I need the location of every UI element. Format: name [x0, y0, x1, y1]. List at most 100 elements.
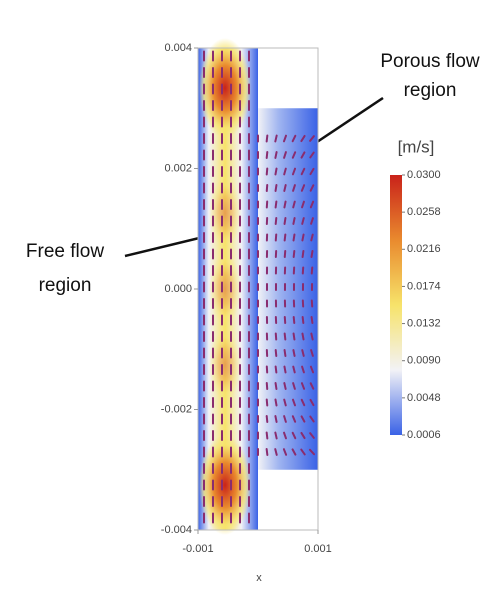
flow-arrow	[274, 398, 278, 407]
flow-arrow	[283, 415, 287, 423]
flow-arrow	[291, 134, 297, 143]
colorbar-tick-label: 0.0132	[407, 317, 441, 329]
flow-arrow	[300, 184, 306, 192]
flow-arrow	[283, 382, 287, 390]
flow-arrow	[292, 349, 296, 357]
flow-arrow	[274, 184, 278, 192]
flow-arrow	[265, 151, 269, 159]
flow-arrow	[310, 233, 314, 242]
flow-arrow	[265, 167, 269, 176]
flow-arrow	[292, 365, 296, 374]
flow-arrow	[274, 134, 278, 143]
y-tick-label: 0.000	[164, 283, 192, 295]
x-axis-label: x	[256, 572, 262, 584]
flow-arrow	[292, 217, 296, 225]
velocity-hotspot	[209, 254, 241, 324]
flow-arrow	[282, 134, 288, 143]
flow-arrow	[292, 200, 296, 209]
flow-arrow	[309, 382, 315, 390]
flow-arrow	[274, 349, 278, 357]
flow-arrow	[292, 250, 296, 258]
annotation: region	[404, 80, 457, 101]
flow-arrow	[283, 200, 287, 209]
flow-arrow	[310, 349, 314, 357]
flow-arrow	[291, 415, 297, 423]
flow-arrow	[274, 382, 278, 390]
flow-arrow	[301, 349, 305, 357]
flow-arrow	[283, 217, 287, 225]
flow-arrow	[265, 398, 269, 407]
velocity-hotspot	[199, 435, 251, 535]
flow-arrow	[301, 332, 305, 341]
flow-arrow	[301, 233, 305, 242]
flow-arrow	[309, 151, 315, 159]
flow-arrow	[274, 431, 278, 440]
velocity-hotspot	[199, 38, 251, 138]
y-tick-label: -0.004	[161, 524, 192, 536]
flow-arrow	[300, 448, 306, 456]
flow-arrow	[309, 184, 315, 192]
colorbar-tick-label: 0.0300	[407, 169, 441, 181]
flow-arrow	[292, 233, 296, 242]
colorbar	[390, 175, 402, 435]
flow-arrow	[283, 431, 287, 440]
flow-arrow	[292, 332, 296, 341]
flow-arrow	[274, 217, 278, 225]
flow-arrow	[300, 431, 306, 440]
flow-arrow	[300, 134, 306, 143]
flow-arrow	[283, 332, 287, 341]
flow-arrow	[300, 382, 306, 390]
flow-arrow	[309, 398, 315, 407]
colorbar-tick-label: 0.0258	[407, 206, 441, 218]
velocity-hotspot	[209, 178, 241, 248]
flow-arrow	[274, 200, 278, 209]
colorbar-tick-label: 0.0048	[407, 392, 441, 404]
flow-arrow	[301, 217, 305, 225]
flow-arrow	[274, 167, 278, 176]
flow-arrow	[291, 398, 297, 407]
flow-arrow	[300, 167, 306, 176]
flow-arrow	[310, 266, 314, 275]
flow-arrow	[265, 448, 269, 456]
colorbar-label: [m/s]	[398, 137, 435, 156]
flow-arrow	[292, 184, 296, 192]
annotation: Porous flow	[380, 51, 480, 72]
flow-arrow	[283, 151, 287, 159]
y-tick-label: 0.004	[164, 42, 192, 54]
colorbar-tick-label: 0.0006	[407, 429, 441, 441]
flow-arrow	[291, 167, 297, 176]
flow-arrow	[310, 217, 314, 225]
colorbar-tick-label: 0.0216	[407, 243, 441, 255]
flow-arrow	[301, 365, 305, 374]
flow-arrow	[283, 398, 287, 407]
flow-arrow	[300, 151, 306, 159]
flow-arrow	[301, 200, 305, 209]
flow-arrow	[308, 448, 316, 456]
flow-arrow	[309, 432, 315, 439]
flow-arrow	[274, 448, 278, 456]
flow-arrow	[310, 316, 314, 324]
flow-arrow	[265, 415, 269, 423]
flow-arrow	[283, 167, 287, 176]
flow-arrow	[309, 415, 315, 423]
flow-arrow	[310, 250, 314, 258]
flow-arrow	[291, 448, 297, 456]
flow-arrow	[283, 184, 287, 192]
flow-arrow	[283, 365, 287, 374]
flow-arrow	[283, 349, 287, 357]
flow-arrow	[265, 134, 269, 143]
flow-arrow	[291, 431, 297, 440]
flow-arrow	[309, 200, 315, 209]
flow-arrow	[309, 135, 315, 142]
flow-arrow	[300, 398, 306, 407]
x-tick-label: 0.001	[304, 543, 332, 555]
flow-arrow	[291, 151, 297, 159]
flow-arrow	[283, 233, 287, 242]
flow-arrow	[274, 365, 278, 374]
annotation: Free flow	[26, 241, 104, 262]
flow-arrow	[300, 415, 306, 423]
flow-arrow	[310, 332, 314, 341]
flow-arrow	[274, 415, 278, 423]
